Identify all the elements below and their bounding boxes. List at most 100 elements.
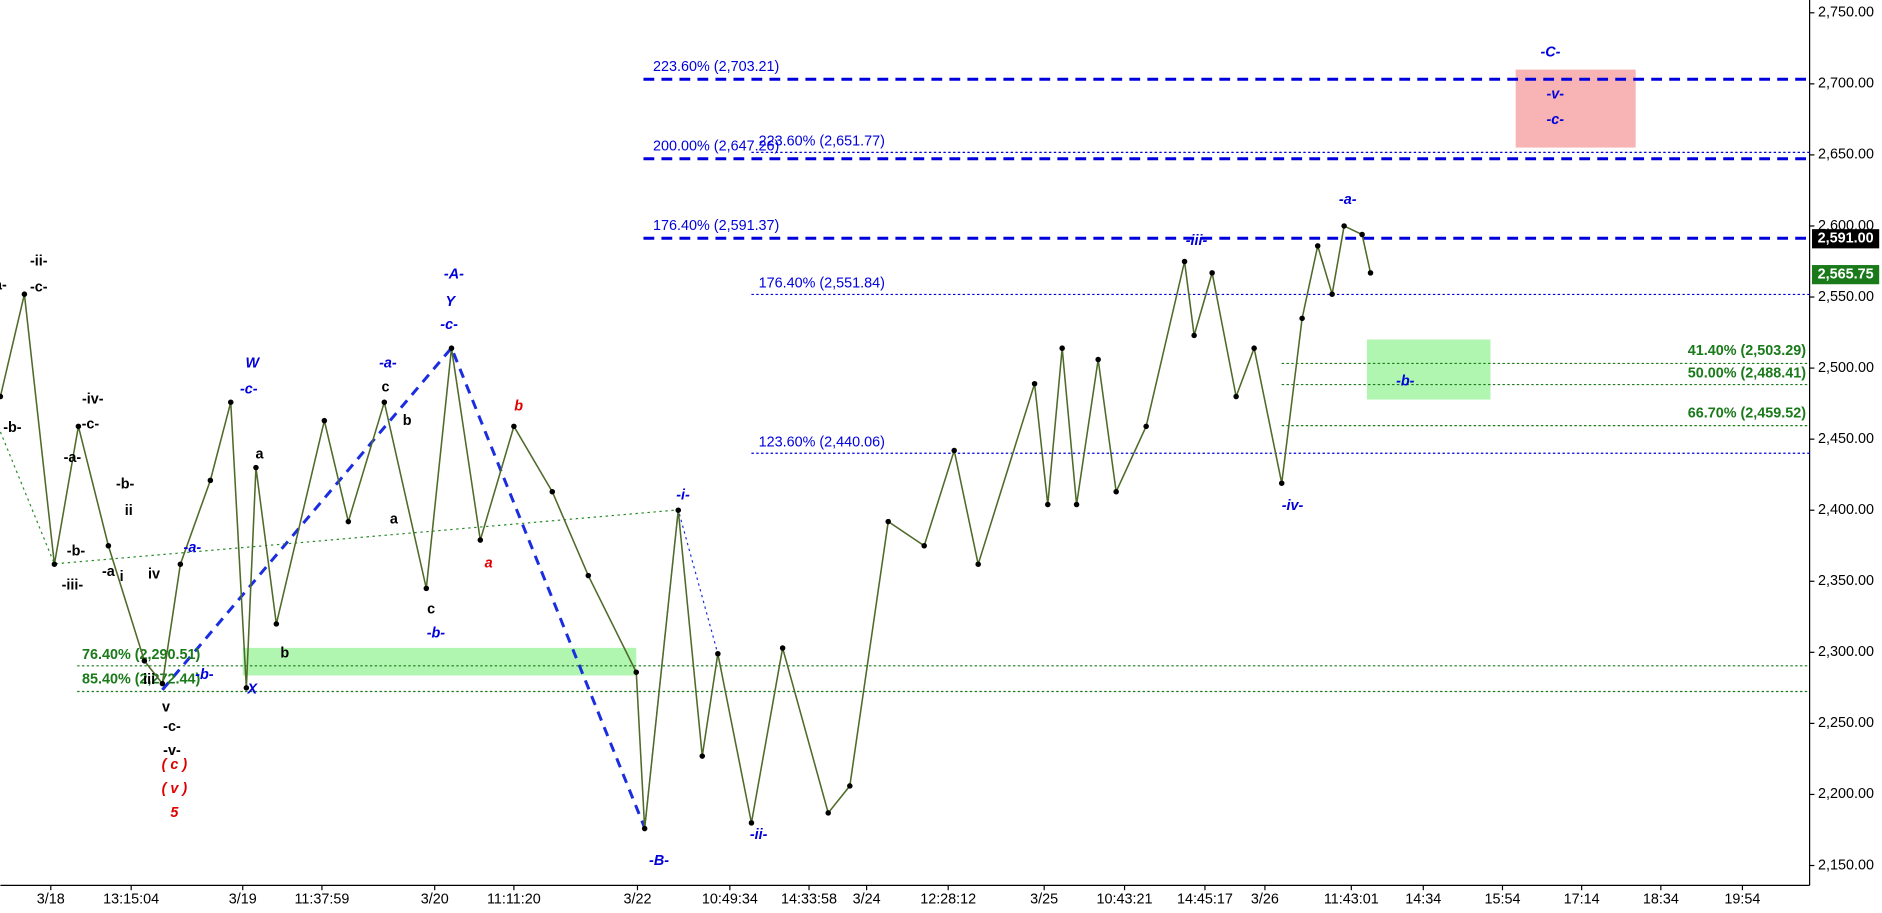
- swing-point: [699, 753, 706, 759]
- x-tick-label: 18:34: [1643, 892, 1679, 908]
- level-label: 176.40% (2,551.84): [759, 275, 885, 291]
- swing-point: [1191, 332, 1197, 339]
- wave-label: -iv-: [82, 391, 104, 407]
- wave-label: iii: [143, 672, 155, 688]
- x-tick-label: 3/19: [229, 892, 257, 908]
- wave-label: -a: [102, 564, 116, 580]
- swing-point: [1299, 315, 1305, 322]
- wave-label: -iii-: [1186, 233, 1208, 249]
- swing-point: [1314, 243, 1321, 249]
- wave-label: -a-: [64, 450, 82, 466]
- wave-label: -c-: [1546, 112, 1564, 128]
- wave-label: -b-: [3, 420, 22, 436]
- wave-label: -b-: [116, 476, 135, 492]
- wave-label: -c-: [82, 417, 100, 433]
- y-tick-label: 2,250.00: [1818, 715, 1874, 731]
- y-tick-label: 2,500.00: [1818, 360, 1874, 376]
- wave-label: -iv-: [1282, 498, 1304, 514]
- swing-point: [21, 291, 28, 297]
- swing-point: [549, 488, 556, 495]
- swing-point: [675, 507, 682, 513]
- wave-label: -B-: [649, 853, 669, 869]
- swing-point: [585, 572, 592, 579]
- wave-label: -c-: [240, 382, 258, 398]
- wave-label: -b-: [1396, 373, 1415, 389]
- swing-point: [75, 423, 82, 430]
- swing-point: [1367, 270, 1374, 276]
- swing-point: [477, 537, 484, 543]
- level-label: 85.40% (2,272.44): [82, 671, 200, 687]
- y-tick-label: 2,700.00: [1818, 76, 1874, 92]
- swing-point: [159, 680, 166, 687]
- swing-point: [975, 561, 981, 567]
- swing-point: [243, 685, 250, 691]
- wave-label: X: [247, 682, 259, 698]
- support-zone: [242, 647, 637, 676]
- level-label: 50.00% (2,488.41): [1688, 366, 1806, 382]
- swing-point: [0, 393, 4, 400]
- price-tag-label: 2,591.00: [1818, 231, 1874, 247]
- swing-point: [1045, 501, 1051, 508]
- x-tick-label: 11:37:59: [294, 892, 349, 908]
- swing-point: [847, 783, 853, 789]
- price-tag-label: 2,565.75: [1818, 266, 1874, 282]
- wave-label: ii: [125, 503, 133, 519]
- wave-label: -ii-: [750, 827, 768, 843]
- y-tick-label: 2,350.00: [1818, 573, 1874, 589]
- wave-label: a: [390, 511, 399, 527]
- wave-label: -a-: [1339, 192, 1357, 208]
- wave-label: a-: [0, 277, 7, 293]
- swing-point: [1341, 223, 1347, 229]
- x-tick-label: 3/26: [1251, 892, 1279, 908]
- swing-point: [1143, 423, 1149, 430]
- x-tick-label: 10:49:34: [702, 892, 758, 908]
- x-tick-label: 3/25: [1030, 892, 1058, 908]
- wave-label: 5: [170, 805, 179, 821]
- wave-label: a: [485, 556, 493, 572]
- swing-point: [1359, 231, 1365, 238]
- level-label: 200.00% (2,647.26): [653, 139, 779, 155]
- swing-point: [207, 477, 214, 484]
- swing-point: [885, 518, 891, 525]
- swing-point: [381, 399, 388, 405]
- swing-point: [1233, 393, 1239, 400]
- y-tick-label: 2,400.00: [1818, 502, 1874, 518]
- swing-point: [1059, 345, 1065, 351]
- y-tick-label: 2,450.00: [1818, 431, 1874, 447]
- level-label: 76.40% (2,290.51): [82, 647, 200, 663]
- wave-label: -C-: [1540, 45, 1560, 61]
- swing-point: [1073, 501, 1080, 508]
- swing-point: [448, 345, 455, 351]
- swing-point: [1329, 291, 1335, 297]
- swing-point: [921, 542, 927, 549]
- swing-point: [227, 399, 234, 405]
- swing-point: [633, 669, 640, 675]
- wave-line: [161, 345, 647, 829]
- swing-point: [253, 464, 259, 471]
- level-label: 223.60% (2,703.21): [653, 59, 779, 75]
- wave-label: ( v ): [162, 781, 188, 797]
- wave-label: a: [256, 446, 265, 462]
- swing-point: [779, 645, 786, 651]
- wave-label: W: [246, 355, 261, 371]
- wave-label: c: [382, 379, 390, 395]
- wave-label: c: [427, 601, 435, 617]
- swing-point: [641, 825, 648, 832]
- swing-point: [511, 423, 517, 430]
- level-label: 223.60% (2,651.77): [759, 133, 885, 149]
- y-tick-label: 2,550.00: [1818, 289, 1874, 305]
- wave-label: -ii-: [30, 253, 48, 269]
- wave-label: i: [120, 569, 124, 585]
- wave-label: b: [280, 646, 289, 662]
- wave-label: -c-: [440, 317, 458, 333]
- x-tick-label: 15:54: [1484, 892, 1520, 908]
- x-tick-label: 11:11:20: [487, 892, 541, 908]
- swing-point: [345, 518, 352, 525]
- wave-label: ( c ): [162, 757, 188, 773]
- level-label: 123.60% (2,440.06): [759, 434, 885, 450]
- level-label: 66.70% (2,459.52): [1688, 405, 1806, 421]
- swing-point: [1209, 270, 1215, 276]
- wave-label: Y: [446, 294, 457, 310]
- x-tick-label: 11:43:01: [1324, 892, 1379, 908]
